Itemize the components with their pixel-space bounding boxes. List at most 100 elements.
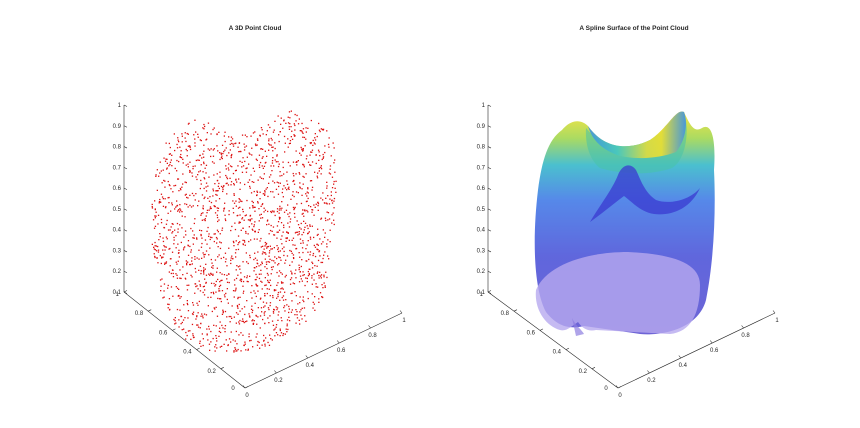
- point-marker: [291, 292, 293, 294]
- point-marker: [261, 261, 263, 263]
- point-marker: [225, 168, 227, 170]
- point-marker: [313, 196, 315, 198]
- point-marker: [237, 248, 240, 251]
- point-marker: [307, 297, 309, 300]
- point-marker: [268, 140, 270, 142]
- point-marker: [151, 203, 153, 206]
- point-marker: [326, 203, 328, 205]
- point-marker: [250, 192, 253, 194]
- point-marker: [249, 153, 251, 155]
- point-marker: [244, 183, 246, 186]
- point-marker: [216, 207, 218, 209]
- point-marker: [321, 296, 323, 298]
- point-marker: [232, 143, 234, 145]
- point-marker: [303, 274, 305, 276]
- point-marker: [262, 251, 264, 253]
- surface-crest: [588, 111, 686, 159]
- point-marker: [187, 244, 189, 246]
- point-marker: [239, 160, 241, 162]
- point-marker: [251, 228, 253, 230]
- point-marker: [326, 181, 328, 183]
- point-marker: [295, 248, 297, 250]
- point-marker: [198, 258, 200, 260]
- point-marker: [276, 307, 279, 309]
- point-marker: [300, 278, 302, 280]
- point-marker: [269, 279, 271, 281]
- point-marker: [206, 209, 209, 211]
- point-marker: [200, 270, 202, 272]
- point-marker: [237, 243, 239, 246]
- point-marker: [305, 277, 307, 279]
- point-marker: [224, 149, 226, 151]
- point-marker: [215, 190, 217, 192]
- point-marker: [332, 212, 334, 214]
- point-marker: [266, 155, 268, 157]
- point-marker: [166, 162, 168, 164]
- point-marker: [218, 335, 220, 337]
- point-marker: [222, 310, 224, 313]
- point-marker: [210, 282, 213, 284]
- point-marker: [309, 224, 311, 226]
- point-marker: [197, 205, 199, 207]
- point-marker: [288, 186, 290, 188]
- point-marker: [286, 180, 288, 182]
- point-marker: [240, 200, 242, 202]
- point-marker: [222, 312, 224, 314]
- point-marker: [249, 275, 251, 277]
- point-marker: [198, 249, 200, 251]
- point-marker: [288, 308, 290, 310]
- point-marker: [310, 142, 312, 144]
- y-tick-mark: [487, 290, 492, 293]
- point-marker: [180, 157, 183, 159]
- point-marker: [261, 129, 263, 131]
- point-marker: [253, 320, 255, 322]
- point-marker: [164, 160, 167, 162]
- point-marker: [295, 295, 297, 297]
- point-marker: [302, 299, 304, 301]
- point-marker: [290, 270, 292, 272]
- point-marker: [197, 136, 199, 138]
- point-marker: [333, 147, 335, 149]
- point-marker: [276, 208, 279, 210]
- y-tick-label: 0: [231, 386, 235, 392]
- point-marker: [257, 307, 259, 309]
- point-marker: [264, 191, 266, 193]
- point-marker: [312, 252, 315, 255]
- point-marker: [200, 246, 203, 248]
- point-marker: [311, 261, 313, 263]
- point-marker: [253, 224, 255, 226]
- point-marker: [165, 206, 167, 208]
- point-marker: [185, 140, 187, 143]
- point-marker: [223, 294, 226, 296]
- point-marker: [240, 272, 242, 274]
- point-marker: [298, 264, 300, 266]
- point-marker: [157, 262, 159, 264]
- point-marker: [219, 152, 221, 154]
- point-marker: [224, 202, 226, 204]
- point-marker: [164, 263, 166, 265]
- point-marker: [203, 161, 205, 163]
- point-marker: [313, 273, 315, 275]
- point-marker: [279, 171, 281, 173]
- point-marker: [226, 176, 228, 178]
- point-marker: [283, 250, 285, 253]
- point-marker: [182, 173, 184, 175]
- point-marker: [276, 245, 278, 247]
- point-marker: [322, 257, 324, 260]
- point-marker: [262, 133, 264, 135]
- point-marker: [273, 211, 275, 213]
- point-marker: [331, 200, 333, 202]
- point-marker: [316, 135, 318, 138]
- point-marker: [273, 308, 275, 311]
- point-marker: [193, 237, 195, 239]
- point-marker: [159, 254, 161, 257]
- point-marker: [192, 205, 194, 207]
- point-marker: [305, 200, 308, 203]
- point-marker: [167, 287, 169, 289]
- point-marker: [299, 271, 301, 273]
- point-marker: [315, 286, 317, 288]
- point-marker: [298, 233, 300, 235]
- point-marker: [276, 210, 279, 213]
- point-marker: [201, 157, 203, 159]
- point-marker: [271, 259, 273, 262]
